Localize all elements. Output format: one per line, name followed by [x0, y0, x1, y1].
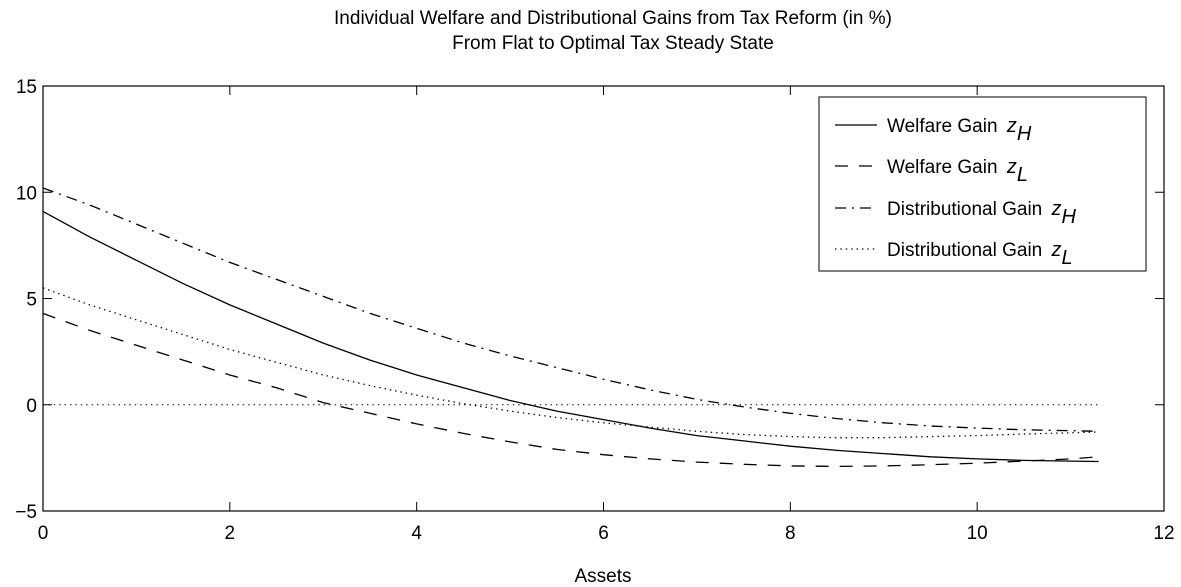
series-line-4-dotted	[42, 287, 1099, 439]
x-tick-label: 2	[225, 523, 236, 544]
y-tick-label: 10	[16, 183, 37, 204]
x-tick-label: 8	[785, 523, 796, 544]
series-line-3-dashdot	[42, 187, 1099, 432]
x-tick-label: 6	[598, 523, 609, 544]
x-tick-label: 4	[411, 523, 422, 544]
chart-subtitle: From Flat to Optimal Tax Steady State	[452, 33, 774, 54]
chart-title: Individual Welfare and Distributional Ga…	[334, 8, 892, 29]
x-axis-label: Assets	[574, 566, 631, 587]
y-tick-label: −5	[15, 502, 37, 523]
x-tick-label: 0	[38, 523, 49, 544]
x-tick-label: 10	[967, 523, 988, 544]
legend-box	[818, 96, 1147, 272]
y-tick-label: 0	[26, 396, 37, 417]
y-tick-label: 15	[16, 77, 37, 98]
y-tick-label: 5	[26, 290, 37, 311]
series-line-2-dashed	[42, 312, 1099, 468]
x-tick-label: 12	[1153, 523, 1174, 544]
series-line-1-solid	[42, 210, 1099, 463]
